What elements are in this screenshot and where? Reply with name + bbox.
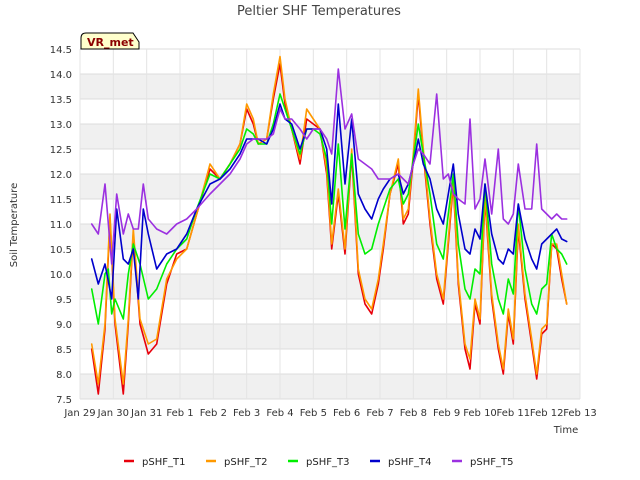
x-tick-label: Feb 2 bbox=[200, 408, 227, 419]
x-tick-label: Feb 6 bbox=[333, 408, 360, 419]
badge-label: VR_met bbox=[87, 36, 134, 49]
y-tick-label: 14.0 bbox=[50, 70, 72, 81]
x-tick-label: Feb 12 bbox=[530, 408, 564, 419]
x-tick-label: Jan 29 bbox=[63, 408, 95, 419]
y-tick-label: 9.0 bbox=[56, 320, 72, 331]
y-tick-label: 10.0 bbox=[50, 270, 72, 281]
plot-band bbox=[80, 274, 580, 299]
y-tick-label: 8.0 bbox=[56, 370, 72, 381]
x-tick-labels: Jan 29 Jan 30 Jan 31 Feb 1 Feb 2 Feb 3 Feb 4 Fe… bbox=[63, 408, 596, 419]
plot-band bbox=[80, 74, 580, 99]
x-tick-label: Feb 11 bbox=[497, 408, 531, 419]
vr-met-badge: VR_met bbox=[80, 32, 140, 50]
series-line-pshf_t3 bbox=[90, 93, 568, 325]
legend: pSHF_T1 pSHF_T2 pSHF_T3 pSHF_T4 pSHF_T5 bbox=[124, 457, 513, 468]
series-line-pshf_t1 bbox=[90, 63, 568, 395]
chart-title: Peltier SHF Temperatures bbox=[237, 4, 401, 19]
y-tick-label: 14.5 bbox=[50, 45, 72, 56]
y-tick-label: 12.0 bbox=[50, 170, 72, 181]
legend-label-pshf_t3: pSHF_T3 bbox=[306, 457, 349, 468]
legend-label-pshf_t1: pSHF_T1 bbox=[142, 457, 185, 468]
plot-band bbox=[80, 374, 580, 399]
y-tick-labels: 7.5 8.0 8.5 9.0 9.5 10.0 10.5 11.0 11.5 12.0 12.5 1… bbox=[50, 45, 72, 406]
x-tick-label: Feb 13 bbox=[563, 408, 597, 419]
x-tick-label: Feb 10 bbox=[463, 408, 497, 419]
x-tick-label: Jan 30 bbox=[97, 408, 129, 419]
legend-label-pshf_t4: pSHF_T4 bbox=[388, 457, 431, 468]
x-tick-label: Feb 5 bbox=[300, 408, 327, 419]
y-tick-label: 9.5 bbox=[56, 295, 72, 306]
y-tick-label: 12.5 bbox=[50, 145, 72, 156]
y-tick-label: 13.0 bbox=[50, 120, 72, 131]
y-tick-label: 11.0 bbox=[50, 220, 72, 231]
x-tick-label: Feb 7 bbox=[366, 408, 393, 419]
x-axis-label: Time bbox=[553, 425, 578, 436]
legend-label-pshf_t2: pSHF_T2 bbox=[224, 457, 267, 468]
plot-band bbox=[80, 124, 580, 149]
series-line-pshf_t5 bbox=[90, 68, 568, 265]
x-tick-label: Feb 3 bbox=[233, 408, 260, 419]
y-tick-label: 13.5 bbox=[50, 95, 72, 106]
x-tick-label: Feb 9 bbox=[433, 408, 460, 419]
series-line-pshf_t4 bbox=[90, 103, 568, 300]
series-line-pshf_t2 bbox=[90, 55, 568, 385]
y-tick-label: 7.5 bbox=[56, 395, 72, 406]
x-tick-label: Jan 31 bbox=[130, 408, 162, 419]
y-tick-label: 11.5 bbox=[50, 195, 72, 206]
legend-label-pshf_t5: pSHF_T5 bbox=[470, 457, 513, 468]
x-tick-label: Feb 4 bbox=[266, 408, 293, 419]
y-tick-label: 8.5 bbox=[56, 345, 72, 356]
series-lines bbox=[90, 55, 568, 395]
x-tick-label: Feb 1 bbox=[166, 408, 193, 419]
y-tick-label: 10.5 bbox=[50, 245, 72, 256]
badge-box bbox=[80, 32, 140, 50]
x-tick-label: Feb 8 bbox=[400, 408, 427, 419]
y-axis-label: Soil Temperature bbox=[9, 183, 20, 268]
